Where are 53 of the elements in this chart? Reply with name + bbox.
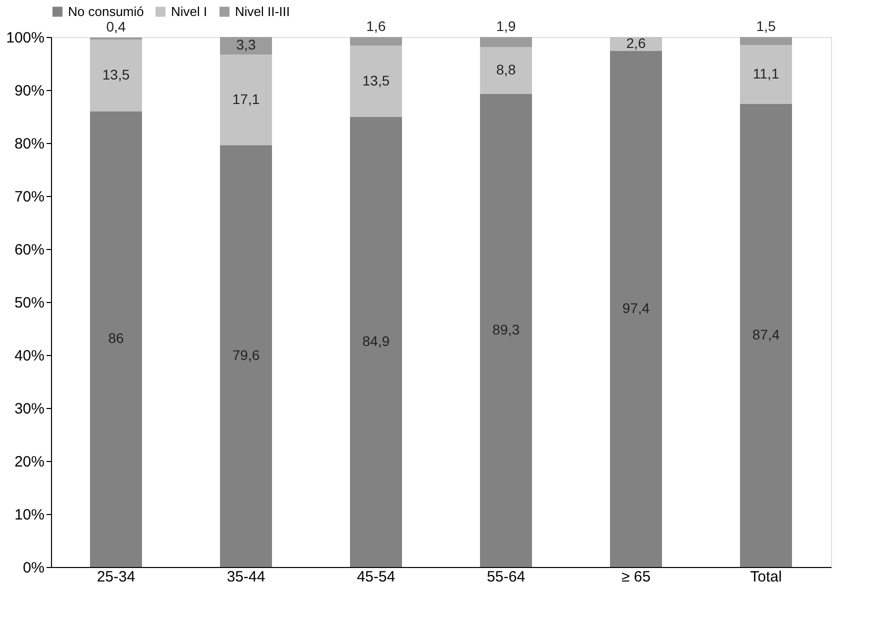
data-label: 89,3 [492,321,520,338]
x-tick-label: 25-34 [96,568,136,586]
bar [350,45,402,118]
bar [350,117,402,567]
x-tick-label: 45-54 [356,568,396,586]
data-label: 84,9 [362,333,390,350]
bar [350,37,402,46]
x-tick-label: ≥ 65 [621,568,651,586]
bar [90,40,142,112]
y-tick-label: 70% [14,188,44,206]
data-label: 1,6 [366,18,386,34]
data-label: 13,5 [362,72,390,88]
y-tick-label: 10% [14,506,44,524]
bar [740,104,792,567]
data-label: 8,8 [496,61,516,78]
y-tick-label: 90% [14,82,44,100]
x-tick-label: 55-64 [486,568,526,586]
data-label: 17,1 [232,90,260,107]
data-label: 1,5 [756,18,776,34]
data-label: 87,4 [752,326,780,342]
data-label: 1,9 [496,18,516,34]
y-tick-label: 50% [14,294,44,312]
bar [90,111,142,567]
y-tick-label: 80% [14,136,44,152]
data-label: 0,4 [106,18,126,35]
bar [610,37,662,51]
bar [220,145,272,567]
x-tick-label: 35-44 [226,568,266,586]
bar [480,47,532,94]
bar [480,37,532,48]
data-label: 13,5 [102,66,130,82]
y-tick-label: 20% [14,454,44,470]
bar [220,54,272,146]
data-label: 11,1 [752,65,780,82]
y-tick-label: 40% [14,348,44,364]
y-tick-label: 0% [22,560,44,576]
legend-label: Nivel I [171,4,208,19]
data-label: 79,6 [232,347,260,364]
bar [220,37,272,54]
legend-label: Nivel II-III [235,4,290,19]
y-tick-label: 100% [6,30,44,46]
bar [740,37,792,45]
bar [740,44,792,104]
y-tick-label: 60% [14,242,44,258]
x-tick-label: Total [750,568,782,586]
legend-label: No consumió [68,4,144,19]
bar [610,50,662,567]
data-label: 86 [108,330,124,346]
data-label: 2,6 [626,34,646,51]
data-label: 97,4 [622,300,650,316]
bar [480,94,532,567]
y-tick-label: 30% [14,400,44,418]
data-label: 3,3 [236,36,256,53]
